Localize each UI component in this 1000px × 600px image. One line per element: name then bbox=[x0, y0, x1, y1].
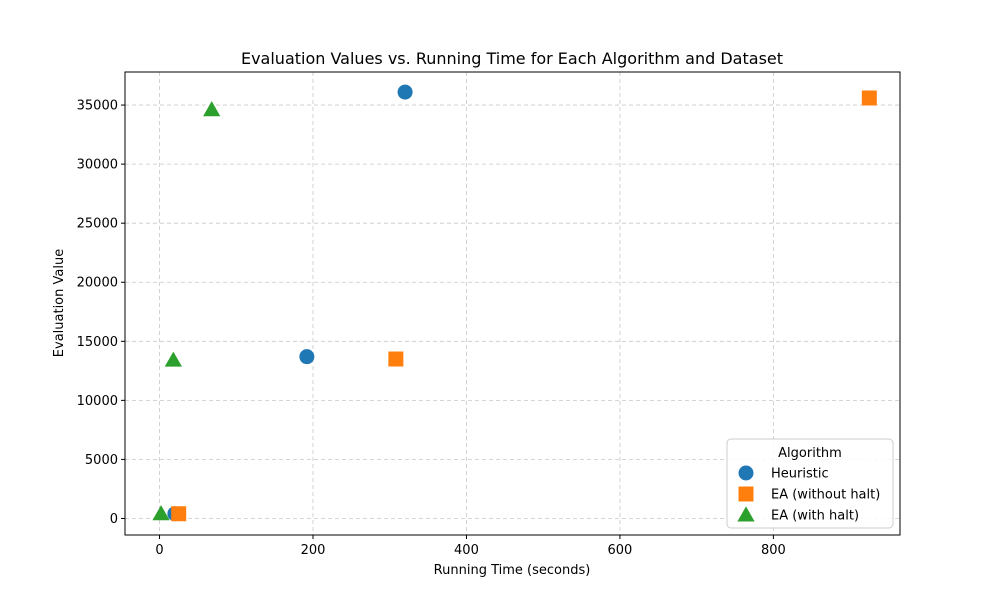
grid-lines bbox=[125, 72, 900, 535]
plot-border bbox=[124, 71, 901, 536]
x-tick-label: 800 bbox=[761, 543, 786, 558]
y-tick-label: 20000 bbox=[77, 276, 118, 291]
x-tick-label: 600 bbox=[608, 543, 633, 558]
y-tick-label: 15000 bbox=[77, 335, 118, 350]
y-tick-label: 30000 bbox=[77, 158, 118, 173]
y-axis-label: Evaluation Value bbox=[52, 249, 67, 357]
x-tick-label: 200 bbox=[301, 543, 326, 558]
legend-marker-heuristic bbox=[738, 465, 754, 481]
y-tick-label: 0 bbox=[110, 512, 118, 527]
legend: Algorithm Heuristic EA (without halt) EA (… bbox=[726, 438, 894, 529]
chart-title: Evaluation Values vs. Running Time for E… bbox=[241, 49, 783, 68]
point-heuristic bbox=[397, 84, 413, 100]
y-tick-label: 35000 bbox=[77, 99, 118, 114]
legend-label-ea-with-halt: EA (with halt) bbox=[771, 509, 859, 524]
point-ea-with-halt bbox=[203, 101, 221, 117]
y-ticks: 0 5000 10000 15000 20000 25000 30000 35000 bbox=[77, 99, 125, 527]
plot-frame bbox=[124, 71, 901, 536]
point-ea-with-halt bbox=[152, 505, 170, 521]
legend-box bbox=[726, 438, 894, 529]
legend-title: Algorithm bbox=[778, 446, 842, 461]
legend-label-ea-without-halt: EA (without halt) bbox=[771, 488, 880, 503]
y-tick-label: 5000 bbox=[85, 453, 118, 468]
y-tick-label: 10000 bbox=[77, 394, 118, 409]
legend-entries: Heuristic EA (without halt) EA (with halt) bbox=[737, 465, 880, 524]
legend-marker-ea-with-halt bbox=[737, 506, 755, 522]
x-ticks: 0 200 400 600 800 bbox=[155, 535, 786, 558]
data-points bbox=[152, 84, 877, 522]
x-axis-label: Running Time (seconds) bbox=[434, 563, 591, 578]
point-heuristic bbox=[299, 349, 315, 365]
legend-marker-ea-without-halt bbox=[738, 486, 754, 502]
point-ea-without-halt bbox=[388, 351, 404, 367]
y-tick-label: 25000 bbox=[77, 217, 118, 232]
point-ea-without-halt bbox=[171, 506, 187, 522]
x-tick-label: 400 bbox=[454, 543, 479, 558]
point-ea-without-halt bbox=[861, 90, 877, 106]
x-tick-label: 0 bbox=[155, 543, 163, 558]
point-ea-with-halt bbox=[164, 351, 182, 367]
legend-label-heuristic: Heuristic bbox=[771, 467, 829, 482]
